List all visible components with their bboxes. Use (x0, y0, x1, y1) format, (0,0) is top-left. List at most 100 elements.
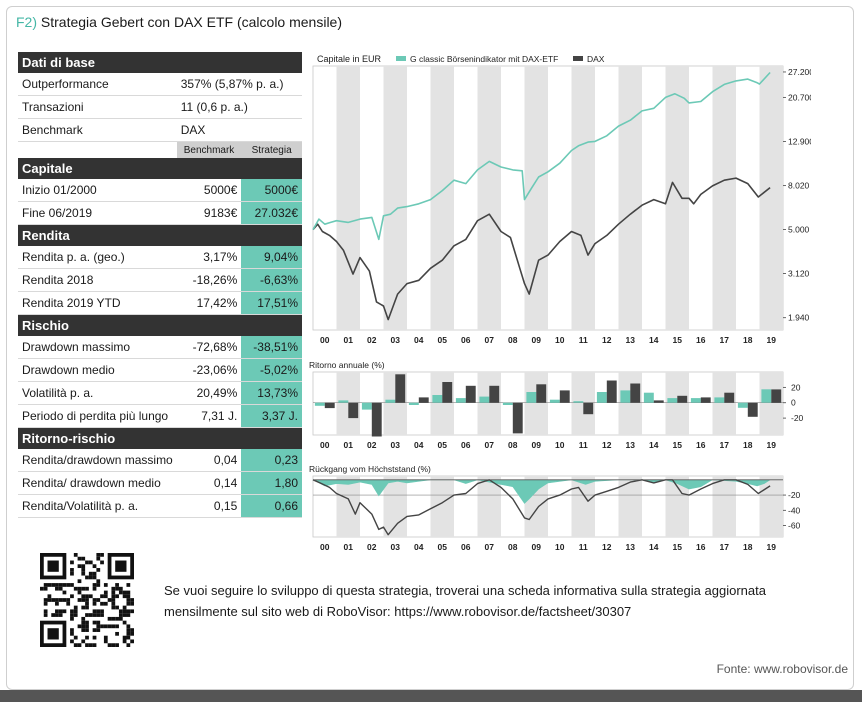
capital-x-tick-label: 02 (367, 335, 377, 345)
qr-module (85, 605, 89, 610)
qr-module (81, 620, 86, 625)
qr-module (51, 583, 56, 587)
dax-return-bar (348, 402, 359, 419)
qr-module (92, 586, 97, 591)
legend-swatch-strategy (396, 56, 406, 61)
qr-module (81, 571, 86, 576)
drawdown-x-tick-label: 13 (626, 542, 636, 552)
qr-module (85, 601, 89, 606)
return-x-tick-label: 15 (673, 440, 683, 450)
qr-module (73, 643, 78, 647)
qr-module (81, 628, 86, 632)
qr-module (92, 643, 97, 647)
dax-return-bar (747, 402, 758, 417)
qr-module (55, 613, 59, 617)
capital-year-band (571, 66, 595, 330)
benchmark-value: 20,49% (176, 381, 242, 405)
stats-table: Dati di base Outperformance 357% (5,87% … (18, 52, 302, 518)
qr-module (96, 579, 101, 584)
qr-module (130, 631, 134, 636)
qr-module (92, 609, 97, 614)
qr-module (58, 598, 63, 602)
dax-return-bar (700, 397, 711, 403)
capital-x-tick-label: 03 (391, 335, 401, 345)
drawdown-x-tick-label: 06 (461, 542, 471, 552)
qr-module (58, 583, 63, 587)
capital-x-tick-label: 12 (602, 335, 612, 345)
qr-module (70, 613, 74, 617)
return-y-tick-label: -20 (791, 413, 804, 423)
capital-y-tick-label: 8.020 (788, 181, 810, 191)
qr-finder-center (47, 628, 59, 640)
qr-module (96, 624, 101, 629)
capital-year-band (336, 66, 360, 330)
qr-module (111, 616, 116, 621)
drawdown-x-tick-label: 19 (767, 542, 777, 552)
return-x-tick-label: 08 (508, 440, 518, 450)
qr-module (55, 586, 59, 591)
qr-module (66, 601, 71, 606)
drawdown-x-tick-label: 04 (414, 542, 424, 552)
qr-code-icon[interactable] (36, 549, 138, 651)
qr-module (77, 643, 82, 647)
strategy-return-bar (596, 392, 607, 403)
qr-module (92, 564, 97, 569)
qr-module (81, 605, 86, 610)
row-label: Rendita p. a. (geo.) (18, 246, 177, 269)
strategy-drawdown-area (312, 479, 772, 504)
drawdown-year-band (712, 476, 736, 537)
return-year-band (618, 372, 642, 435)
strategy-return-bar (643, 392, 654, 403)
base-row-outperformance: Outperformance 357% (5,87% p. a.) (18, 73, 302, 96)
qr-module (58, 609, 63, 614)
stat-row: Periodo di perdita più lungo 7,31 J. 3,37 … (18, 404, 302, 428)
qr-module (58, 586, 63, 591)
qr-module (92, 635, 97, 640)
qr-module (100, 613, 104, 617)
dax-capital-line (312, 177, 771, 321)
qr-module (92, 575, 97, 580)
qr-module (88, 613, 93, 617)
strategy-return-bar (338, 400, 349, 403)
strategy-return-bar (479, 396, 490, 403)
section-title: Capitale (18, 158, 302, 179)
row-value: 357% (5,87% p. a.) (176, 73, 302, 96)
base-row-transactions: Transazioni 11 (0,6 p. a.) (18, 95, 302, 119)
drawdown-x-tick-label: 00 (320, 542, 330, 552)
qr-module (81, 598, 86, 602)
legend-swatch-dax (573, 56, 583, 61)
dax-return-bar (512, 402, 523, 434)
qr-module (77, 564, 82, 569)
dax-return-bar (583, 402, 594, 415)
strategy-value: 0,23 (241, 449, 302, 472)
qr-module (118, 586, 123, 591)
benchmark-value: 0,15 (176, 494, 242, 518)
qr-module (70, 594, 74, 599)
return-x-tick-label: 09 (532, 440, 542, 450)
qr-module (96, 628, 101, 632)
strategy-return-bar (408, 402, 419, 405)
dax-return-bar (606, 380, 617, 403)
qr-module (92, 613, 97, 617)
qr-module (70, 609, 74, 614)
capital-y-tick-label: 5.000 (788, 225, 810, 235)
drawdown-year-band (477, 476, 501, 537)
qr-module (122, 635, 127, 640)
dax-return-bar (724, 392, 735, 403)
qr-module (126, 598, 131, 602)
strategy-return-bar (620, 390, 631, 403)
stat-row: Fine 06/2019 9183€ 27.032€ (18, 201, 302, 225)
drawdown-year-band (759, 476, 783, 537)
dax-return-bar (771, 389, 782, 403)
qr-module (115, 583, 119, 587)
strategy-return-bar (455, 398, 466, 403)
qr-module (126, 609, 131, 614)
section-title: Dati di base (18, 52, 302, 73)
qr-module (85, 586, 89, 591)
stat-row: Volatilità p. a. 20,49% 13,73% (18, 381, 302, 405)
return-x-tick-label: 01 (344, 440, 354, 450)
legend-label-strategy: G classic Börsenindikator mit DAX-ETF (410, 54, 558, 64)
figure-label: F2) (16, 14, 37, 30)
qr-module (96, 620, 101, 625)
strategy-return-bar (761, 389, 772, 403)
